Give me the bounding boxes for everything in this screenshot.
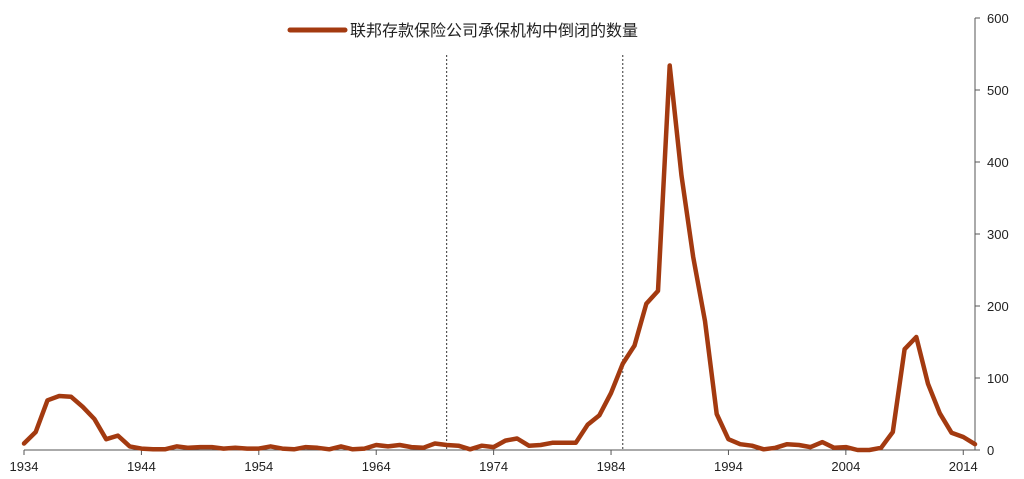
x-tick-label: 1934: [10, 459, 39, 474]
legend: 联邦存款保险公司承保机构中倒闭的数量: [287, 21, 638, 40]
x-tick-label: 1974: [479, 459, 508, 474]
x-tick-label: 2004: [831, 459, 860, 474]
x-tick-label: 1944: [127, 459, 156, 474]
y-tick-label: 400: [987, 155, 1009, 170]
axes: [24, 18, 976, 451]
y-tick-label: 500: [987, 83, 1009, 98]
y-tick-label: 300: [987, 227, 1009, 242]
reference-lines: [446, 55, 624, 450]
y-tick-label: 600: [987, 11, 1009, 26]
y-axis-ticks: 0 100 200 300 400 500 600: [975, 11, 1009, 458]
y-tick-label: 100: [987, 371, 1009, 386]
series-layer: [21, 63, 978, 453]
series-line: [21, 63, 978, 453]
y-tick-label: 0: [987, 443, 994, 458]
legend-label: 联邦存款保险公司承保机构中倒闭的数量: [350, 21, 638, 40]
x-axis-ticks: 1934 1944 1954 1964 1974 1984 1994 2004 2014: [10, 450, 978, 474]
x-tick-label: 2014: [949, 459, 978, 474]
x-tick-label: 1984: [597, 459, 626, 474]
x-tick-label: 1994: [714, 459, 743, 474]
x-tick-label: 1964: [362, 459, 391, 474]
y-tick-label: 200: [987, 299, 1009, 314]
x-tick-label: 1954: [244, 459, 273, 474]
